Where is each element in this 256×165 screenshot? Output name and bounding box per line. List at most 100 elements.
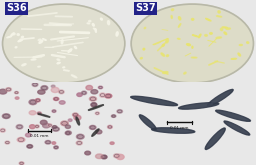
Ellipse shape [86,85,93,90]
Ellipse shape [0,129,5,132]
Ellipse shape [89,20,91,22]
Ellipse shape [71,75,77,78]
Ellipse shape [221,112,245,120]
Text: 0.01 mm: 0.01 mm [30,134,49,138]
Ellipse shape [27,145,33,148]
Ellipse shape [32,83,38,86]
Ellipse shape [191,18,194,20]
Ellipse shape [216,110,250,121]
Ellipse shape [52,126,57,129]
Ellipse shape [91,90,98,94]
Ellipse shape [65,131,71,135]
Ellipse shape [15,47,17,48]
Ellipse shape [142,117,154,128]
Ellipse shape [31,59,36,60]
Ellipse shape [57,62,60,64]
Ellipse shape [25,133,31,137]
Ellipse shape [220,28,223,31]
Ellipse shape [0,89,7,94]
Ellipse shape [171,16,172,18]
Ellipse shape [228,123,246,133]
Ellipse shape [143,48,145,50]
Ellipse shape [77,134,84,139]
Ellipse shape [178,24,181,27]
Ellipse shape [140,58,142,59]
Ellipse shape [29,100,37,105]
Ellipse shape [18,39,23,42]
Ellipse shape [72,113,78,117]
Ellipse shape [59,90,64,94]
Ellipse shape [208,89,233,106]
Ellipse shape [166,55,169,56]
Ellipse shape [110,142,114,144]
Ellipse shape [54,146,58,149]
Ellipse shape [76,141,82,145]
Ellipse shape [39,40,43,43]
Ellipse shape [131,4,253,83]
Ellipse shape [61,40,63,44]
Ellipse shape [48,124,52,127]
Ellipse shape [41,86,48,90]
Ellipse shape [74,115,81,120]
Ellipse shape [95,112,99,115]
Ellipse shape [108,21,110,25]
Ellipse shape [138,98,170,104]
Ellipse shape [95,154,103,159]
Ellipse shape [192,35,198,37]
Ellipse shape [19,162,24,165]
Ellipse shape [57,59,60,60]
Ellipse shape [77,93,82,97]
Ellipse shape [231,58,237,59]
Ellipse shape [54,97,59,100]
Ellipse shape [191,57,197,58]
Ellipse shape [116,32,118,36]
Ellipse shape [158,129,188,132]
Ellipse shape [96,130,102,134]
Ellipse shape [163,72,168,74]
Ellipse shape [89,125,96,130]
Ellipse shape [239,44,242,46]
Ellipse shape [111,115,116,117]
Ellipse shape [63,67,65,68]
Ellipse shape [206,18,211,21]
Ellipse shape [105,94,112,98]
Ellipse shape [15,91,18,94]
Ellipse shape [35,125,39,128]
Ellipse shape [199,34,201,38]
Ellipse shape [144,27,146,29]
Ellipse shape [38,39,41,41]
Ellipse shape [162,44,164,46]
Ellipse shape [98,86,103,89]
Ellipse shape [76,117,80,125]
Ellipse shape [81,91,87,95]
Text: 0.01 mm: 0.01 mm [170,126,189,130]
Ellipse shape [40,120,47,125]
Ellipse shape [161,53,165,56]
Ellipse shape [51,85,55,87]
Ellipse shape [210,33,212,34]
Ellipse shape [192,46,193,48]
Ellipse shape [184,72,186,74]
Ellipse shape [131,96,177,106]
Ellipse shape [179,103,219,109]
Ellipse shape [74,46,77,49]
Ellipse shape [101,18,102,20]
Ellipse shape [91,103,97,107]
Text: S36: S36 [6,3,27,13]
Ellipse shape [13,33,15,35]
Ellipse shape [185,104,213,108]
Ellipse shape [52,142,56,144]
Ellipse shape [211,92,229,103]
Ellipse shape [37,112,41,115]
Ellipse shape [171,9,174,11]
Ellipse shape [16,125,23,129]
Ellipse shape [178,17,181,20]
Ellipse shape [101,155,107,159]
Ellipse shape [66,131,71,135]
Ellipse shape [100,93,105,97]
Ellipse shape [93,28,96,30]
Ellipse shape [3,4,125,83]
Ellipse shape [205,128,225,149]
Ellipse shape [61,121,68,126]
Ellipse shape [238,53,241,56]
